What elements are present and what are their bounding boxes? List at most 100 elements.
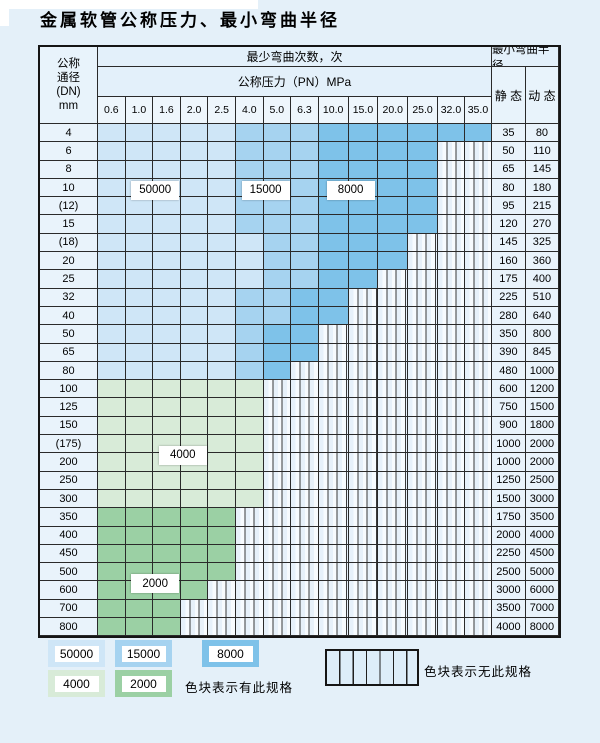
dynamic-radius-value: 640: [525, 306, 559, 326]
spec-cell-8000: [348, 233, 379, 253]
no-spec-cell: [378, 526, 409, 545]
spec-cell-50000: [125, 361, 154, 381]
spec-cell-50000: [153, 233, 181, 253]
dn-label: 600: [40, 581, 98, 600]
no-spec-cell: [408, 581, 438, 600]
legend-swatch-4000: 4000: [48, 670, 105, 697]
spec-cell-50000: [180, 124, 209, 143]
no-spec-cell: [378, 618, 409, 637]
no-spec-cell: [437, 380, 465, 399]
spec-cell-8000: [318, 215, 349, 234]
spec-cell-4000: [98, 471, 126, 490]
no-spec-cell: [408, 435, 438, 454]
spec-cell-8000: [318, 306, 349, 326]
dn-label: (18): [40, 233, 98, 253]
dynamic-radius-value: 110: [525, 142, 559, 161]
page-left-strip: [0, 0, 9, 26]
spec-cell-50000: [98, 233, 126, 253]
no-spec-cell: [408, 325, 438, 344]
dn-label: 125: [40, 398, 98, 417]
spec-cell-50000: [208, 233, 236, 253]
pn-column-2.0: 2.0: [180, 97, 209, 124]
spec-cell-50000: [98, 288, 126, 307]
no-spec-cell: [318, 471, 349, 490]
static-radius-value: 1000: [491, 453, 526, 472]
spec-cell-4000: [180, 380, 209, 399]
no-spec-cell: [348, 453, 379, 472]
pn-column-1.0: 1.0: [125, 97, 154, 124]
no-spec-cell: [408, 380, 438, 399]
dynamic-radius-value: 400: [525, 270, 559, 289]
no-spec-cell: [291, 508, 319, 527]
no-spec-cell: [437, 252, 465, 271]
spec-cell-4000: [98, 453, 126, 472]
spec-cell-50000: [98, 325, 126, 344]
spec-cell-50000: [125, 197, 154, 216]
static-radius-value: 480: [491, 361, 526, 381]
static-radius-value: 35: [491, 124, 526, 143]
no-spec-cell: [378, 416, 409, 436]
spec-cell-4000: [125, 435, 154, 454]
dn-label: 50: [40, 325, 98, 344]
no-spec-cell: [437, 489, 465, 509]
spec-cell-2000: [153, 508, 181, 527]
spec-cell-4000: [235, 416, 264, 436]
static-radius-value: 1750: [491, 508, 526, 527]
pn-column-20.0: 20.0: [378, 97, 409, 124]
spec-cell-8000: [348, 160, 379, 179]
no-spec-cell: [408, 489, 438, 509]
spec-cell-4000: [180, 471, 209, 490]
spec-cell-4000: [153, 416, 181, 436]
spec-cell-15000: [291, 215, 319, 234]
pn-column-5.0: 5.0: [263, 97, 292, 124]
static-radius-value: 4000: [491, 618, 526, 637]
no-spec-cell: [348, 489, 379, 509]
spec-cell-50000: [208, 160, 236, 179]
spec-cell-2000: [208, 508, 236, 527]
no-spec-cell: [464, 361, 492, 381]
no-spec-cell: [437, 563, 465, 582]
no-spec-cell: [318, 563, 349, 582]
spec-cell-50000: [98, 270, 126, 289]
no-spec-cell: [464, 343, 492, 362]
spec-cell-4000: [153, 380, 181, 399]
no-spec-cell: [437, 233, 465, 253]
no-spec-cell: [464, 288, 492, 307]
no-spec-cell: [318, 453, 349, 472]
no-spec-cell: [437, 618, 465, 637]
spec-cell-15000: [291, 252, 319, 271]
spec-cell-50000: [98, 142, 126, 161]
no-spec-cell: [378, 361, 409, 381]
no-spec-cell: [437, 178, 465, 198]
static-radius-value: 390: [491, 343, 526, 362]
no-spec-cell: [348, 325, 379, 344]
static-radius-value: 80: [491, 178, 526, 198]
dynamic-radius-value: 3500: [525, 508, 559, 527]
no-spec-cell: [318, 361, 349, 381]
spec-cell-15000: [263, 197, 292, 216]
spec-cell-50000: [153, 306, 181, 326]
spec-cell-4000: [208, 489, 236, 509]
spec-cell-50000: [125, 325, 154, 344]
dynamic-radius-value: 2000: [525, 435, 559, 454]
spec-cell-8000: [348, 252, 379, 271]
static-radius-value: 1500: [491, 489, 526, 509]
region-label-50000: 50000: [131, 180, 180, 200]
no-spec-cell: [263, 489, 292, 509]
no-spec-cell: [378, 306, 409, 326]
dn-header-line: 公称: [57, 58, 80, 70]
no-spec-cell: [408, 252, 438, 271]
dn-label: 4: [40, 124, 98, 143]
spec-cell-4000: [235, 380, 264, 399]
no-spec-cell: [235, 544, 264, 564]
spec-cell-2000: [125, 599, 154, 619]
spec-cell-50000: [180, 160, 209, 179]
spec-table: 公称 通径 (DN) mm 最少弯曲次数，次 最小弯曲半径 公称压力（PN）MPa 静 态动 …: [38, 45, 561, 639]
spec-cell-15000: [291, 197, 319, 216]
no-spec-cell: [263, 453, 292, 472]
spec-cell-8000: [291, 306, 319, 326]
spec-cell-15000: [235, 361, 264, 381]
legend-swatch-label: 4000: [54, 675, 99, 692]
spec-cell-8000: [378, 142, 409, 161]
no-spec-cell: [464, 599, 492, 619]
